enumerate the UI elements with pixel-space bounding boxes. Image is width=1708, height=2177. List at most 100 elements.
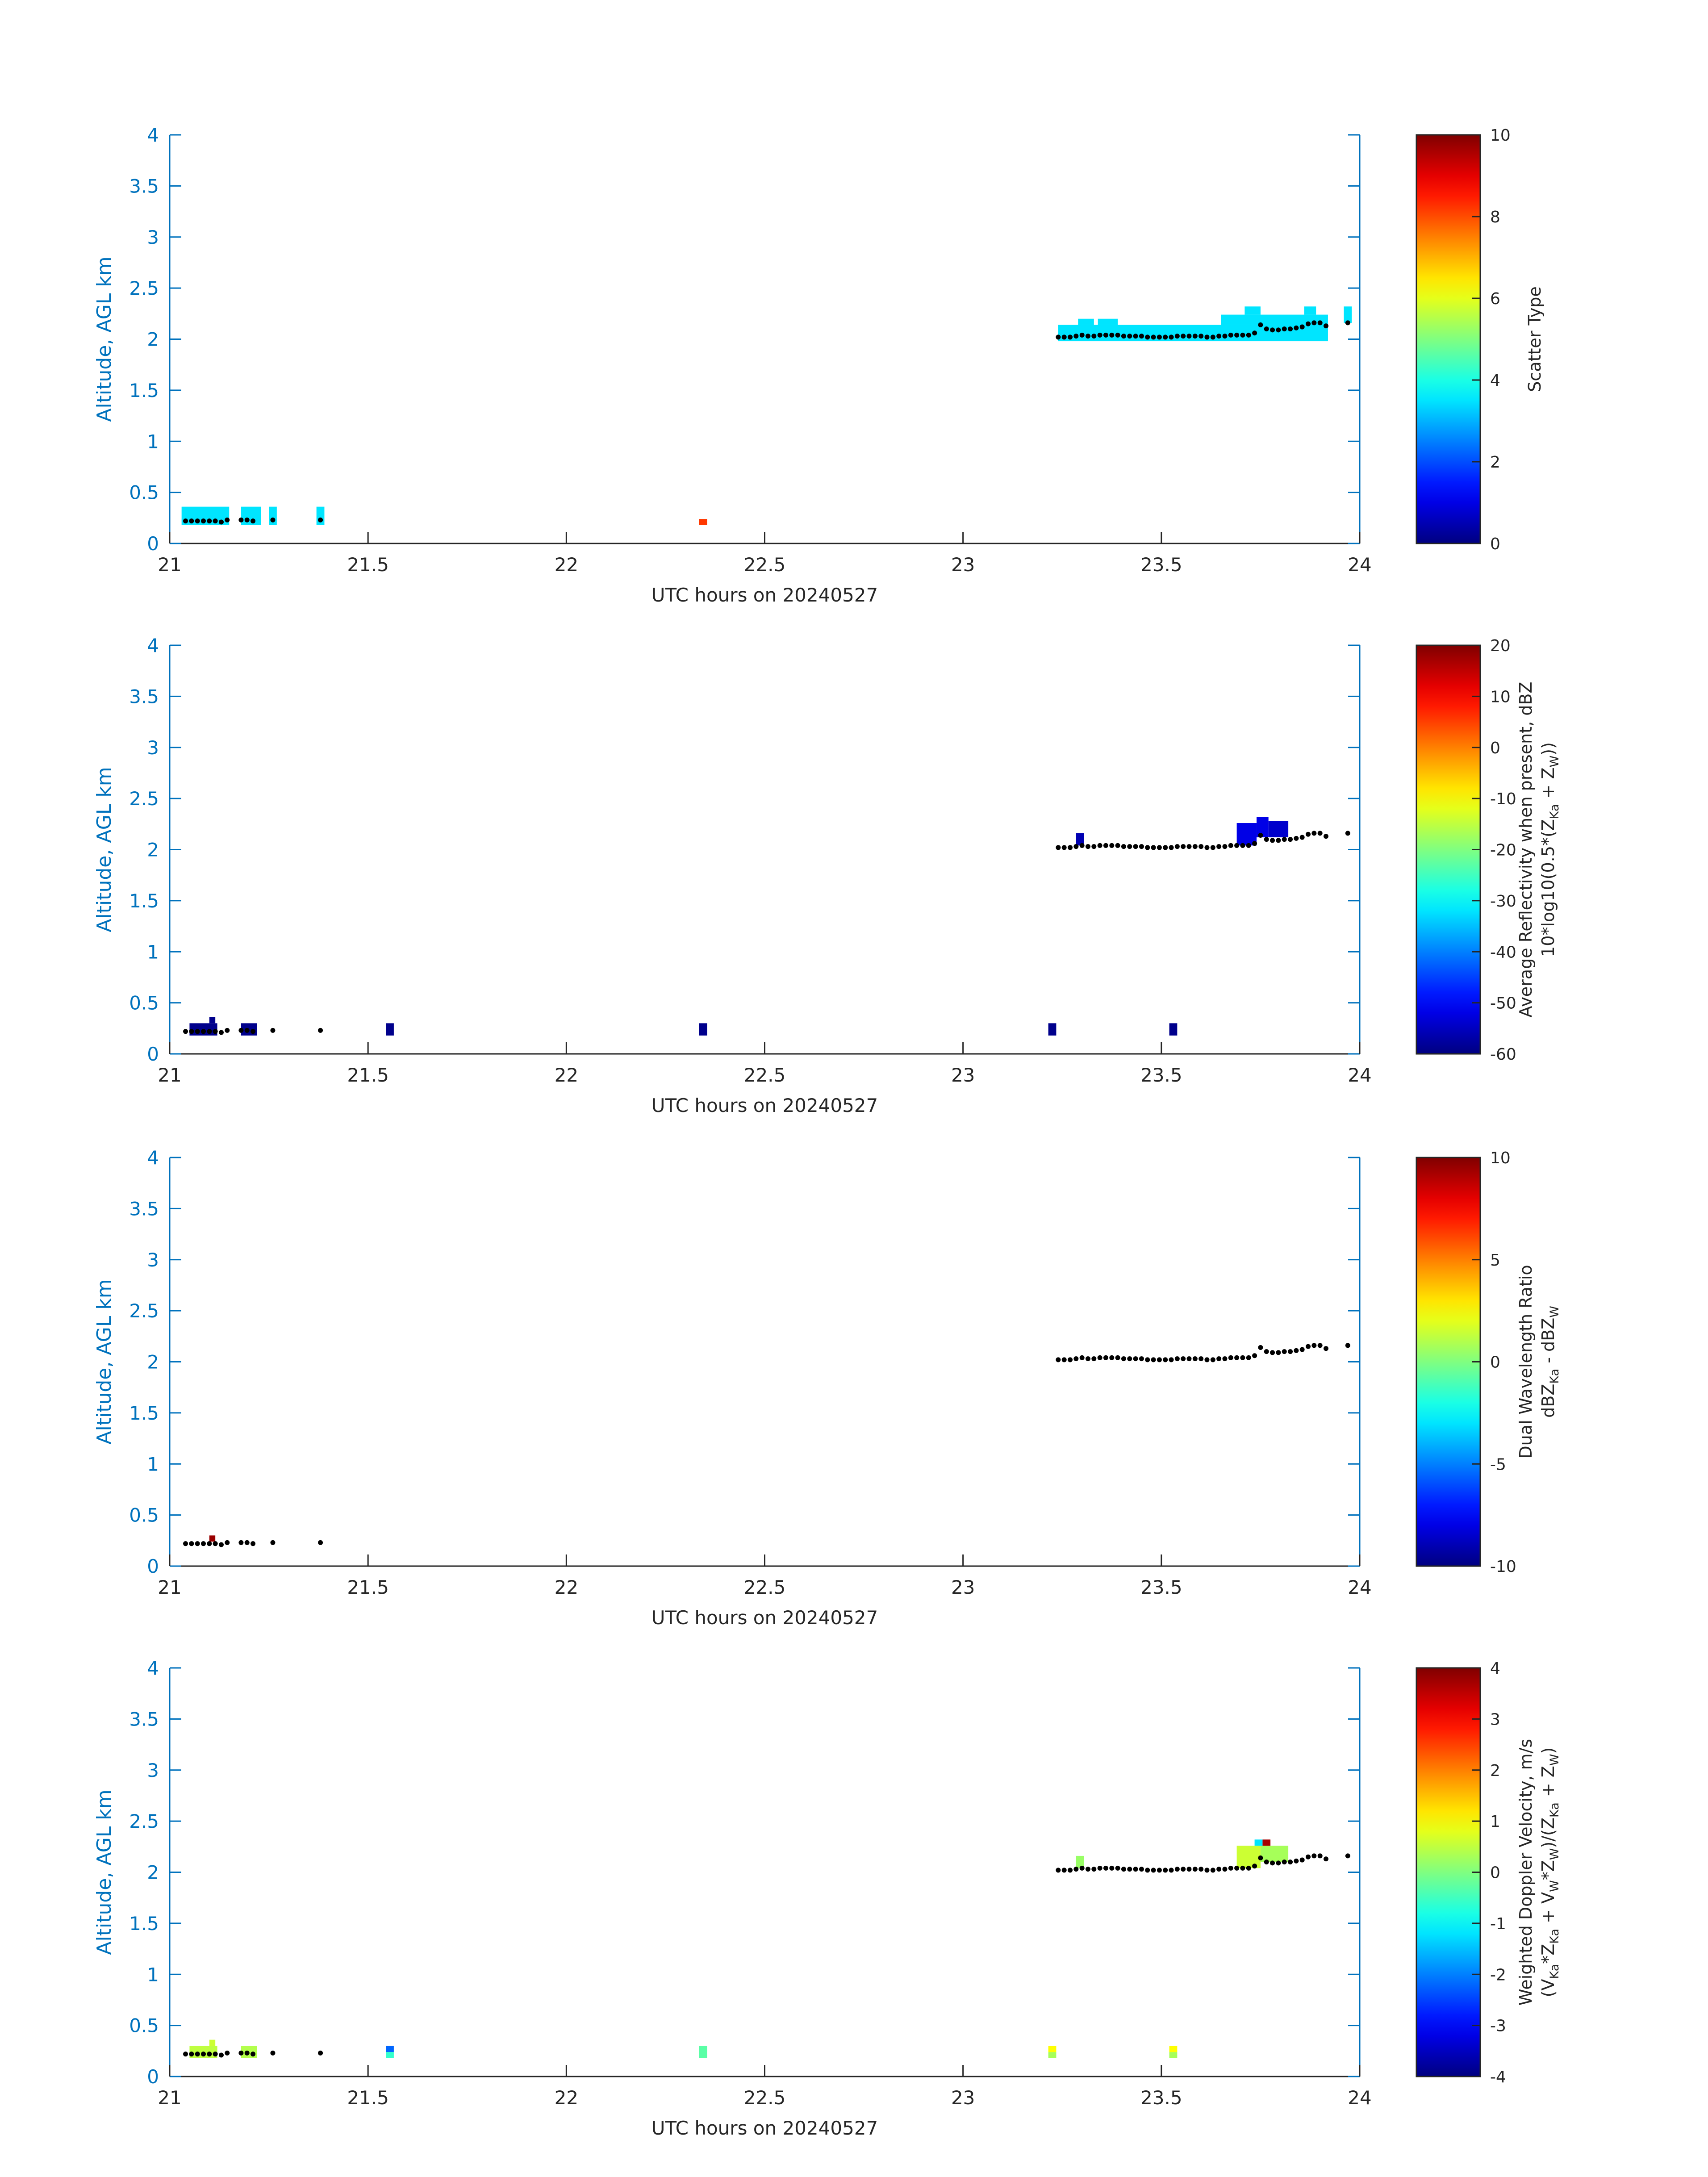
trace-point [1199,844,1204,849]
x-tick-label: 22 [555,554,578,576]
trace-point [270,517,276,522]
trace-point [1127,334,1132,339]
altitude-trace [183,831,1350,1035]
trace-point [1222,334,1228,339]
trace-point [1186,1867,1192,1872]
trace-point [213,1541,218,1546]
heatmap-cell [1221,314,1328,325]
trace-point [1163,1868,1168,1873]
y-tick-label: 3 [147,1759,159,1781]
trace-point [1216,334,1222,339]
y-tick-label: 2.5 [129,788,159,810]
trace-point [1282,1349,1287,1354]
trace-point [1317,1853,1323,1859]
trace-point [183,1541,188,1546]
trace-point [1299,1857,1305,1863]
trace-point [1323,323,1328,329]
trace-point [201,2052,206,2057]
y-tick-label: 3.5 [129,1708,159,1730]
trace-point [1103,1355,1108,1360]
trace-point [225,2050,230,2056]
trace-point [1103,1865,1108,1871]
trace-point [1282,326,1287,332]
trace-point [189,1541,194,1546]
trace-point [1216,1867,1222,1872]
trace-point [1181,1867,1186,1872]
heatmap-cell [1076,833,1084,846]
trace-point [1068,334,1073,340]
heatmap-cell [386,2052,394,2058]
x-tick-label: 21.5 [347,1576,389,1598]
trace-point [1079,843,1085,848]
heatmap-cell [1169,2046,1178,2052]
colorbar-tick-label: -10 [1490,790,1516,808]
trace-point [1252,1353,1257,1358]
colorbar-gradient [1416,1667,1481,2077]
trace-point [1311,1343,1317,1348]
trace-point [1169,1868,1174,1873]
trace-point [270,1540,276,1545]
trace-point [1068,1357,1073,1362]
trace-point [1169,334,1174,340]
trace-point [1056,1868,1061,1873]
trace-point [218,519,224,525]
trace-point [1192,844,1198,849]
trace-point [1097,332,1102,338]
trace-point [1121,1356,1126,1362]
trace-point [1174,1867,1180,1872]
trace-point [1311,1853,1317,1859]
heatmap-cell [386,2046,394,2052]
trace-point [238,517,244,522]
trace-point [1157,845,1162,850]
trace-point [1085,334,1090,339]
trace-point [1240,1865,1245,1871]
trace-point [1091,844,1097,849]
colorbar-gradient [1416,134,1481,544]
trace-point [1109,1355,1115,1360]
colorbar-tick-label: -3 [1490,2017,1506,2035]
colorbar: 0 2 4 6 8 10 Scatter Type [1416,126,1545,553]
plot-area [170,645,1360,1054]
trace-point [1085,1867,1090,1872]
trace-point [1103,843,1108,848]
y-tick-label: 3.5 [129,685,159,707]
colorbar-gradient [1416,644,1481,1055]
x-tick-label: 22 [555,2087,578,2109]
y-tick-label: 0.5 [129,1504,159,1526]
colorbar-label-line-2: 10*log10(0.5*(ZKa​ + ZW​)) [1538,742,1562,957]
trace-point [1163,334,1168,340]
x-tick-label: 23 [951,1576,975,1598]
trace-point [1299,1347,1305,1352]
trace-point [218,1542,224,1547]
x-tick-label: 21 [158,1064,181,1086]
trace-point [1282,837,1287,842]
trace-point [1228,332,1233,338]
trace-point [1252,841,1257,846]
trace-point [1091,1356,1097,1362]
trace-point [1169,845,1174,850]
trace-point [1127,844,1132,849]
trace-point [244,2050,250,2056]
trace-point [1186,844,1192,849]
trace-point [1133,1867,1138,1872]
colorbar-tick-label: 2 [1490,453,1500,472]
trace-point [1288,326,1293,332]
heatmap-cell [209,1535,216,1542]
trace-point [218,1030,224,1035]
trace-point [1228,1865,1233,1871]
x-tick-label: 22.5 [744,1064,786,1086]
colorbar-tick-label: -10 [1490,1558,1516,1576]
y-tick-label: 2 [147,1862,159,1884]
y-tick-label: 2.5 [129,1810,159,1832]
colorbar-tick-label: 3 [1490,1710,1500,1729]
heatmap-cell [699,1023,707,1036]
trace-point [195,2052,200,2057]
trace-point [189,1029,194,1034]
trace-point [1139,1867,1144,1872]
trace-point [195,1029,200,1034]
trace-point [1192,334,1198,339]
heatmap-cell [1262,1839,1271,1846]
